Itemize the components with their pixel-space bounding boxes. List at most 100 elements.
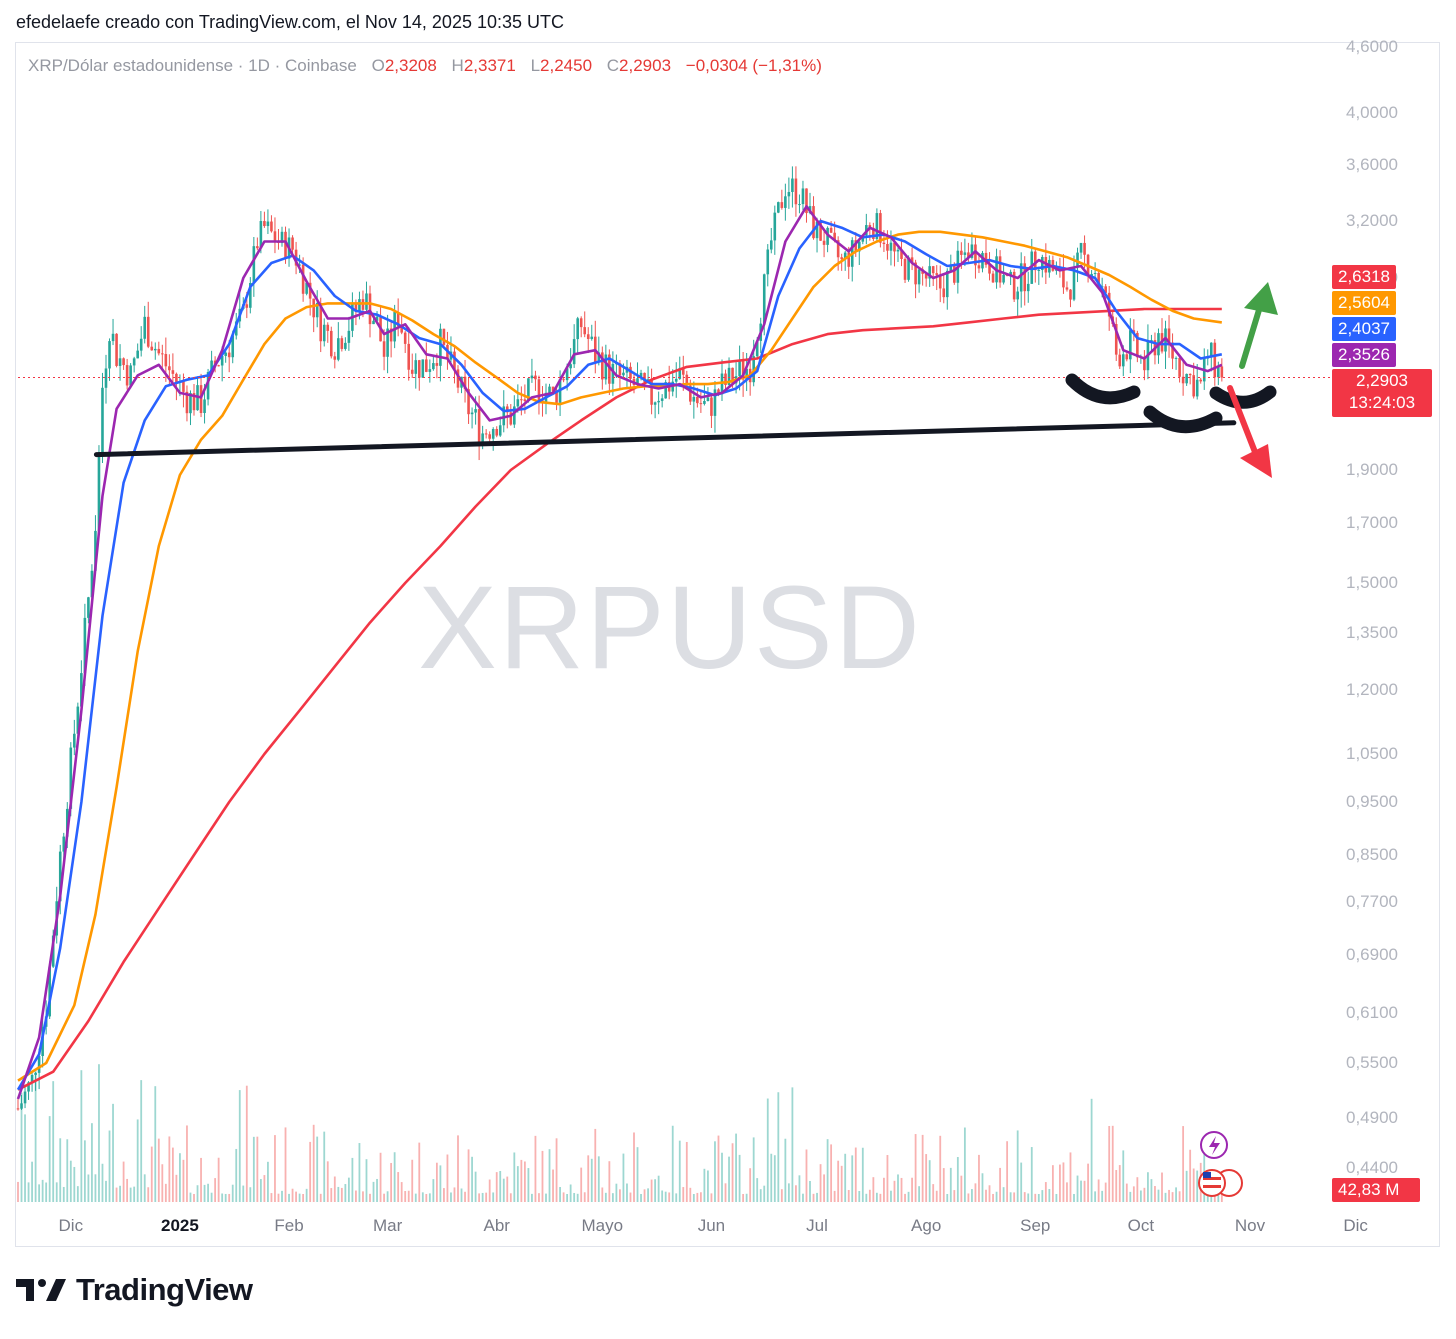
volume-bar (101, 1163, 104, 1202)
candle-body (798, 204, 801, 206)
volume-bar (703, 1168, 706, 1202)
volume-bar (464, 1191, 466, 1202)
candle-body (498, 425, 502, 436)
volume-bar (999, 1167, 1001, 1202)
volume-bar (143, 1174, 146, 1202)
candle-body (590, 336, 594, 339)
candle-body (90, 570, 94, 598)
candle-body (769, 240, 773, 250)
candle-body (520, 399, 523, 401)
candle-body (664, 382, 667, 399)
candle-body (69, 747, 73, 809)
candle-body (509, 412, 513, 425)
candle-body (727, 367, 731, 385)
candle-body (157, 348, 161, 354)
candle-body (791, 178, 794, 192)
candle-body (931, 266, 935, 274)
candle-body (787, 191, 791, 197)
volume-bar (235, 1148, 238, 1202)
close-value: 2,2903 (619, 56, 672, 75)
candle-body (935, 273, 939, 275)
volume-bar (1220, 1193, 1223, 1202)
candle-body (1079, 242, 1083, 253)
candle-body (819, 221, 822, 241)
volume-bar (1002, 1187, 1005, 1202)
volume-bar (309, 1141, 312, 1202)
candle-body (108, 341, 111, 369)
volume-bar (742, 1193, 745, 1202)
volume-bar (601, 1187, 604, 1202)
candle-body (523, 399, 527, 402)
volume-bar (861, 1147, 864, 1202)
candle-body (474, 409, 477, 413)
ma-line (16, 219, 1223, 1091)
volume-bar (875, 1192, 878, 1202)
candle-body (463, 376, 467, 390)
candle-body (836, 240, 840, 258)
candle-body (974, 244, 977, 266)
candle-body (780, 202, 784, 208)
candle-body (365, 293, 368, 310)
pattern-arc-right (1209, 385, 1277, 409)
candle-body (326, 324, 330, 331)
volume-bar (721, 1152, 723, 1202)
candle-body (263, 221, 266, 227)
symbol-name: XRP/Dólar estadounidense · 1D · Coinbase (28, 56, 357, 75)
tradingview-logo[interactable]: TradingView (16, 1272, 253, 1308)
volume-bar (242, 1185, 245, 1202)
volume-bar (411, 1159, 414, 1202)
volume-bar (316, 1136, 319, 1202)
candle-body (245, 304, 249, 308)
time-tick-label: Feb (274, 1216, 304, 1235)
candle-body (984, 252, 988, 265)
volume-bar (421, 1192, 424, 1202)
volume-bar (288, 1193, 290, 1202)
high-label: H (451, 56, 464, 75)
volume-bar (1080, 1180, 1082, 1202)
candle-body (696, 396, 699, 404)
volume-bar (108, 1130, 111, 1202)
volume-bar (805, 1149, 808, 1202)
candle-body (425, 359, 428, 372)
ma-line (16, 205, 1223, 1100)
candle-body (1037, 269, 1041, 271)
volume-bar (1143, 1187, 1146, 1202)
volume-bar (1059, 1164, 1061, 1202)
candle-body (1174, 357, 1178, 359)
low-value: 2,2450 (540, 56, 593, 75)
price-tick-label: 0,5500 (1346, 1053, 1398, 1072)
volume-bar (615, 1183, 618, 1202)
candle-body (1150, 340, 1153, 342)
candle-body (340, 338, 344, 349)
price-tick-label: 0,6900 (1346, 945, 1398, 964)
candle-body (97, 452, 101, 531)
candle-body (266, 221, 270, 227)
volume-bar (714, 1141, 716, 1202)
volume-bar (323, 1131, 326, 1202)
candle-body (949, 265, 953, 271)
bar-countdown: 13:24:03 (1348, 393, 1416, 412)
volume-bar (502, 1178, 505, 1202)
candle-body (963, 252, 967, 255)
volume-bar (597, 1156, 600, 1202)
volume-bar (1178, 1191, 1181, 1202)
candle-body (565, 368, 569, 381)
support-trendline (93, 420, 1237, 458)
candle-body (382, 341, 386, 357)
candle-body (1178, 357, 1181, 377)
candle-body (692, 396, 696, 402)
candle-body (903, 258, 907, 280)
candle-body (87, 597, 90, 618)
candle-body (1107, 292, 1111, 317)
volume-bar (728, 1156, 730, 1202)
candle-body (1217, 366, 1220, 378)
volume-bar (231, 1184, 234, 1202)
candle-body (713, 389, 717, 416)
ma50-price-tag: 2,5604 (1332, 291, 1396, 315)
candle-body (372, 320, 375, 325)
candle-body (674, 378, 678, 382)
candle-body (829, 227, 833, 233)
candle-body (1188, 373, 1192, 376)
candle-body (403, 332, 407, 344)
